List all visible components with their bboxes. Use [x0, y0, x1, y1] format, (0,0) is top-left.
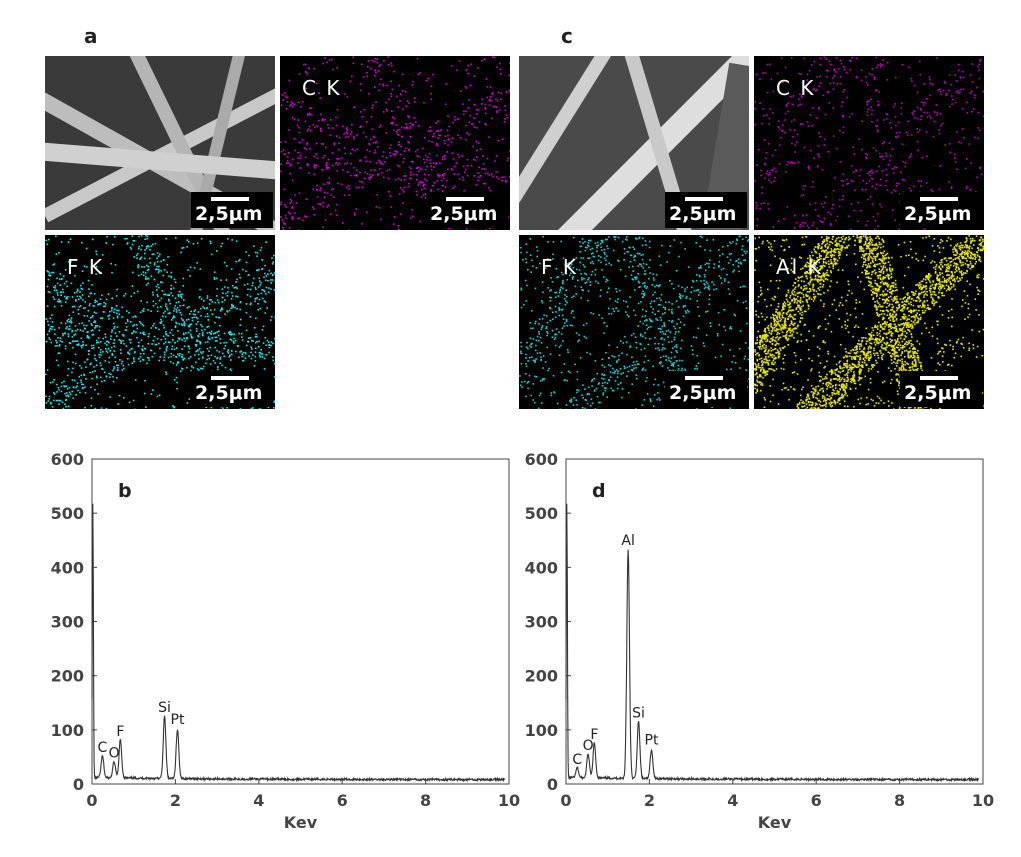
- peak-label-pt: Pt: [645, 732, 659, 748]
- x-tick-label: 6: [337, 791, 348, 810]
- panel-letter-d: d: [592, 480, 606, 502]
- scale-bar: 2,5μm: [900, 192, 982, 228]
- y-tick-label: 200: [525, 667, 558, 686]
- scale-bar: 2,5μm: [665, 192, 747, 228]
- peak-label-si: Si: [158, 700, 171, 716]
- x-tick-label: 8: [894, 791, 905, 810]
- x-tick-label: 4: [727, 791, 738, 810]
- sem-image-a: 2,5μm: [45, 56, 275, 230]
- peak-label-al: Al: [621, 533, 634, 549]
- scale-bar: 2,5μm: [426, 192, 508, 228]
- y-tick-label: 100: [525, 721, 558, 740]
- x-tick-label: 8: [420, 791, 431, 810]
- scale-bar: 2,5μm: [191, 192, 273, 228]
- map-fk-c: F K 2,5μm: [519, 235, 749, 409]
- spectrum-line: [91, 503, 506, 783]
- sem-image-c: 2,5μm: [519, 56, 749, 230]
- peak-label-si: Si: [632, 705, 645, 721]
- y-tick-label: 100: [51, 721, 84, 740]
- y-tick-label: 300: [525, 613, 558, 632]
- scale-bar: 2,5μm: [191, 371, 273, 407]
- panel-letter-c: c: [561, 24, 573, 48]
- x-tick-label: 2: [644, 791, 655, 810]
- y-tick-label: 400: [51, 558, 84, 577]
- y-tick-label: 500: [51, 504, 84, 523]
- x-tick-label: 10: [498, 791, 520, 810]
- x-axis-label: Kev: [758, 813, 792, 832]
- peak-label-c: C: [572, 752, 582, 768]
- peak-label-f: F: [116, 724, 124, 740]
- y-tick-label: 600: [525, 450, 558, 469]
- panel-letter-a: a: [84, 24, 98, 48]
- y-tick-label: 400: [525, 558, 558, 577]
- sem-fibers-a: [45, 56, 275, 230]
- peak-label-pt: Pt: [171, 712, 185, 728]
- x-tick-label: 4: [253, 791, 264, 810]
- y-tick-label: 0: [73, 775, 84, 794]
- x-tick-label: 2: [170, 791, 181, 810]
- y-tick-label: 300: [51, 613, 84, 632]
- x-tick-label: 10: [972, 791, 994, 810]
- map-fk-a: F K 2,5μm: [45, 235, 275, 409]
- y-tick-label: 600: [51, 450, 84, 469]
- map-ck-a: C K 2,5μm: [280, 56, 510, 230]
- x-axis-label: Kev: [284, 813, 318, 832]
- scale-bar: 2,5μm: [900, 371, 982, 407]
- y-tick-label: 200: [51, 667, 84, 686]
- map-ck-c: C K 2,5μm: [754, 56, 984, 230]
- x-tick-label: 0: [560, 791, 571, 810]
- peak-label-c: C: [98, 740, 108, 756]
- peak-label-o: O: [583, 738, 594, 754]
- peak-label-o: O: [109, 745, 120, 761]
- y-tick-label: 500: [525, 504, 558, 523]
- plot-frame: [565, 458, 984, 785]
- map-alk-c: Al K 2,5μm: [754, 235, 984, 409]
- x-tick-label: 6: [811, 791, 822, 810]
- spectrum-line: [565, 503, 980, 783]
- y-tick-label: 0: [547, 775, 558, 794]
- panel-letter-b: b: [118, 480, 132, 502]
- scale-bar: 2,5μm: [665, 371, 747, 407]
- x-tick-label: 0: [86, 791, 97, 810]
- peak-label-f: F: [590, 727, 598, 743]
- plot-frame: [91, 458, 510, 785]
